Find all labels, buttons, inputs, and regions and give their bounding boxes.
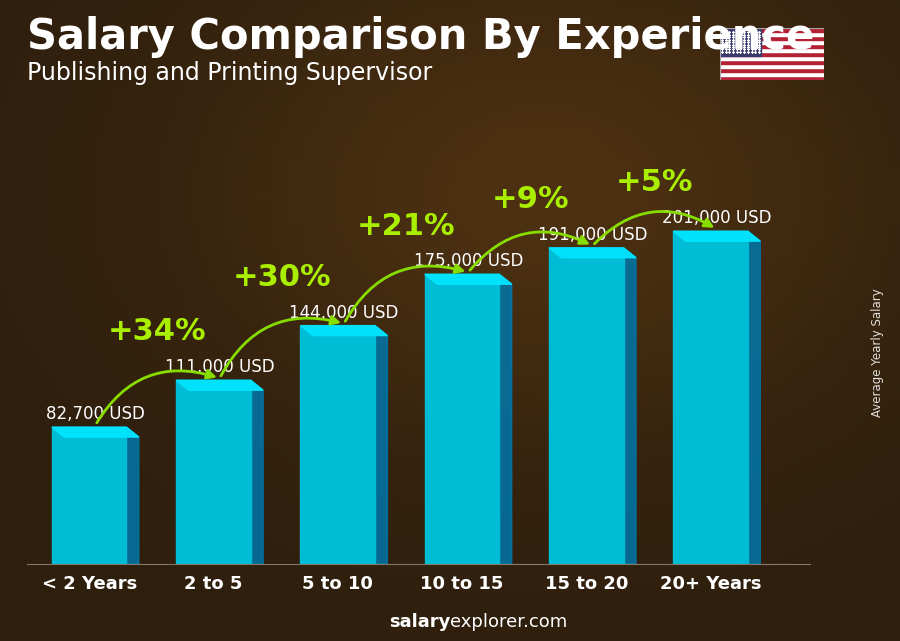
Text: 201,000 USD: 201,000 USD	[662, 209, 771, 228]
Bar	[720, 52, 824, 56]
Polygon shape	[425, 274, 512, 284]
Polygon shape	[52, 427, 139, 437]
Bar	[720, 72, 824, 76]
Polygon shape	[126, 427, 139, 564]
Text: 82,700 USD: 82,700 USD	[46, 405, 145, 423]
Bar	[720, 60, 824, 64]
Bar	[425, 274, 500, 564]
Text: +5%: +5%	[616, 169, 693, 197]
Text: +9%: +9%	[491, 185, 569, 214]
Bar	[720, 48, 824, 52]
Bar	[720, 44, 824, 48]
Bar	[720, 31, 824, 36]
Polygon shape	[251, 380, 263, 564]
Polygon shape	[500, 274, 512, 564]
Text: Publishing and Printing Supervisor: Publishing and Printing Supervisor	[27, 61, 432, 85]
Polygon shape	[624, 248, 636, 564]
Bar	[720, 40, 824, 44]
Text: +21%: +21%	[356, 212, 455, 240]
Text: 111,000 USD: 111,000 USD	[165, 358, 274, 376]
Text: +30%: +30%	[232, 263, 331, 292]
Bar	[176, 380, 251, 564]
Bar	[720, 28, 761, 56]
Text: Average Yearly Salary: Average Yearly Salary	[871, 288, 884, 417]
Polygon shape	[549, 248, 636, 258]
FancyArrowPatch shape	[346, 265, 463, 321]
Bar	[720, 28, 824, 31]
Bar	[720, 76, 824, 80]
Text: 175,000 USD: 175,000 USD	[413, 253, 523, 271]
Polygon shape	[748, 231, 760, 564]
Polygon shape	[301, 326, 387, 336]
Text: salary: salary	[389, 613, 450, 631]
Text: Salary Comparison By Experience: Salary Comparison By Experience	[27, 16, 814, 58]
FancyArrowPatch shape	[97, 370, 214, 423]
Bar	[720, 68, 824, 72]
Bar	[301, 326, 375, 564]
Text: explorer.com: explorer.com	[450, 613, 567, 631]
Bar	[549, 248, 624, 564]
Text: 144,000 USD: 144,000 USD	[289, 304, 399, 322]
Polygon shape	[673, 231, 760, 241]
Polygon shape	[375, 326, 387, 564]
Text: +34%: +34%	[108, 317, 207, 347]
Polygon shape	[176, 380, 263, 390]
FancyArrowPatch shape	[470, 232, 587, 270]
Bar	[720, 64, 824, 68]
Bar	[720, 36, 824, 40]
Bar	[52, 427, 126, 564]
Bar	[720, 56, 824, 60]
FancyArrowPatch shape	[220, 317, 338, 376]
Bar	[673, 231, 748, 564]
Text: 191,000 USD: 191,000 USD	[537, 226, 647, 244]
FancyArrowPatch shape	[594, 212, 712, 244]
